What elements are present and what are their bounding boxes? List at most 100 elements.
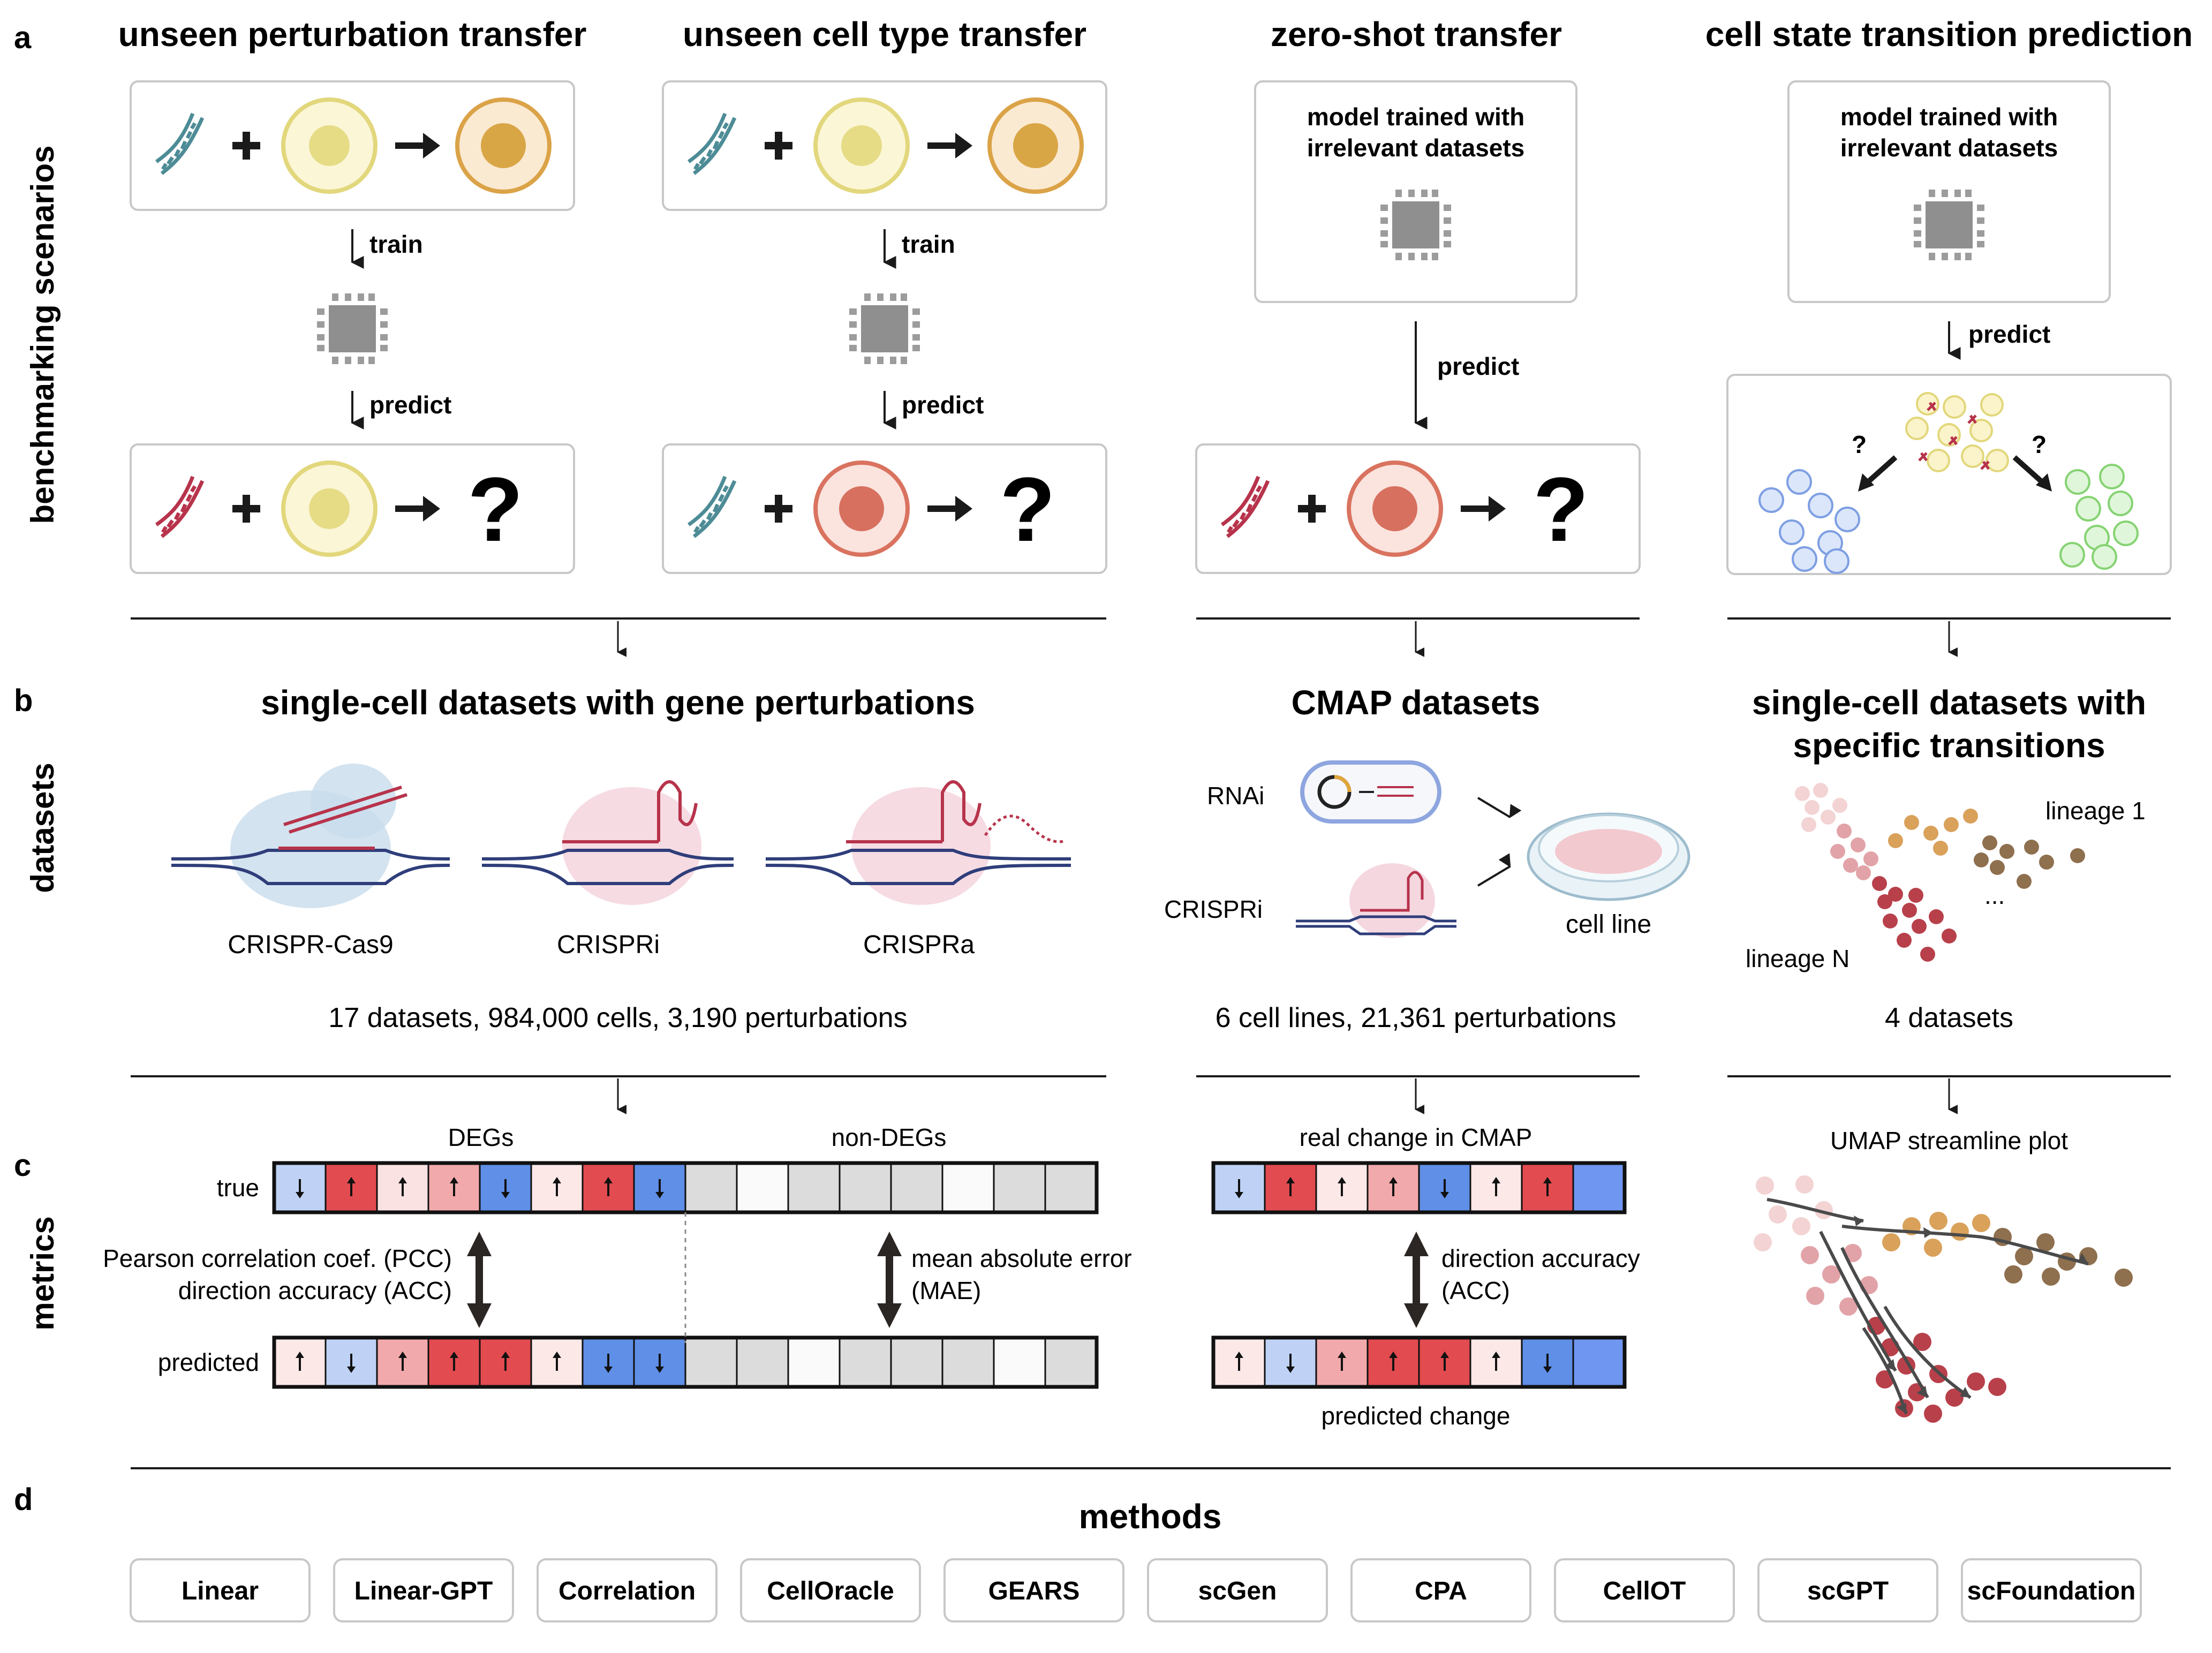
- source-cell-cluster: [1905, 392, 2009, 472]
- scenario-3-title: zero-shot transfer: [1271, 15, 1562, 54]
- up-arrow-icon: [398, 1177, 407, 1183]
- question-mark-left: ?: [1852, 431, 1867, 458]
- model-text-line1: model trained with: [1840, 103, 2058, 131]
- umap-title: UMAP streamline plot: [1830, 1127, 2068, 1154]
- method-box: scGPT: [1757, 1558, 1938, 1622]
- question-mark: ?: [1000, 459, 1055, 561]
- method-box: Linear-GPT: [333, 1558, 514, 1622]
- expression-cell: [941, 1337, 995, 1388]
- down-arrow-icon: [655, 1192, 664, 1198]
- down-arrow-icon: [1235, 1192, 1243, 1198]
- expression-cell: [839, 1162, 892, 1213]
- up-arrow-icon: [347, 1177, 356, 1183]
- method-box: Correlation: [537, 1558, 718, 1622]
- expression-cell: [582, 1337, 635, 1388]
- expression-cell: [273, 1162, 327, 1213]
- cmap-summary: 6 cell lines, 21,361 perturbations: [1216, 1002, 1617, 1033]
- panel-a-side-label: benchmarking scenarios: [25, 146, 61, 524]
- true-row-label: true: [217, 1174, 259, 1202]
- method-box: scGen: [1147, 1558, 1328, 1622]
- lineage-scatter: [1795, 783, 2085, 962]
- panel-b-side-label: datasets: [25, 763, 61, 893]
- crispra-illustration: [765, 780, 1071, 905]
- down-arrow-icon: [501, 1192, 510, 1198]
- cmap-predicted-change-row: [1211, 1335, 1627, 1389]
- method-label: Correlation: [558, 1577, 696, 1605]
- method-label: Linear: [182, 1577, 259, 1605]
- expression-cell: [1521, 1162, 1574, 1213]
- method-box: CPA: [1350, 1558, 1531, 1622]
- up-arrow-icon: [1338, 1352, 1346, 1358]
- crispri-illustration: [481, 780, 734, 905]
- method-label: scFoundation: [1967, 1577, 2136, 1605]
- method-box: GEARS: [943, 1558, 1124, 1622]
- train-label: train: [902, 230, 955, 258]
- expression-cell: [633, 1337, 686, 1388]
- predicted-row-label: predicted: [158, 1348, 259, 1376]
- rnai-plasmid-icon: [1300, 760, 1441, 824]
- down-arrow-icon: [1440, 1192, 1449, 1198]
- expression-cell: [684, 1162, 738, 1213]
- down-arrow-icon: [347, 1367, 356, 1373]
- expression-cell: [1212, 1337, 1266, 1388]
- model-chip-icon: [849, 293, 920, 364]
- expression-cell: [530, 1162, 584, 1213]
- perturbed-cell: [990, 100, 1082, 192]
- expression-cell: [1264, 1337, 1317, 1388]
- methods-title: methods: [1079, 1497, 1222, 1536]
- pcc-label: Pearson correlation coef. (PCC): [103, 1244, 452, 1272]
- expression-cell: [1572, 1337, 1626, 1388]
- mae-double-arrow: [877, 1232, 902, 1328]
- expression-cell: [1418, 1162, 1471, 1213]
- expression-cell: [1367, 1162, 1420, 1213]
- up-arrow-icon: [1543, 1177, 1552, 1183]
- scenario-1: train predict ?: [130, 80, 575, 574]
- expression-cell: [1572, 1162, 1626, 1213]
- panel-c-letter: c: [14, 1148, 31, 1183]
- expression-cell: [273, 1337, 327, 1388]
- down-arrow-icon: [655, 1367, 664, 1373]
- panel-d-letter: d: [14, 1482, 33, 1517]
- down-arrow-icon: [296, 1192, 304, 1198]
- expression-cell: [1418, 1337, 1471, 1388]
- lineage-1-label: lineage 1: [2045, 797, 2146, 825]
- expression-cell: [1044, 1337, 1098, 1388]
- expression-cell: [376, 1337, 429, 1388]
- expression-cell: [479, 1162, 532, 1213]
- predict-label: predict: [902, 391, 984, 419]
- up-arrow-icon: [1235, 1352, 1243, 1358]
- perturbed-cell: [457, 100, 549, 192]
- expression-cell: [427, 1162, 481, 1213]
- method-box: CellOT: [1554, 1558, 1735, 1622]
- scenario-3: model trained with irrelevant datasets p…: [1195, 80, 1641, 574]
- up-arrow-icon: [450, 1352, 458, 1358]
- up-arrow-icon: [296, 1352, 304, 1358]
- expression-cell: [1521, 1337, 1574, 1388]
- cmap-predicted-change-label: predicted change: [1322, 1402, 1511, 1430]
- question-mark: ?: [1533, 459, 1589, 561]
- crispr-cas9-illustration: [171, 764, 450, 908]
- expression-cell: [1315, 1162, 1369, 1213]
- expression-cell: [993, 1162, 1046, 1213]
- sc-datasets-summary: 17 datasets, 984,000 cells, 3,190 pertur…: [328, 1002, 907, 1033]
- up-arrow-icon: [1389, 1177, 1398, 1183]
- expression-cell: [633, 1162, 686, 1213]
- method-label: scGen: [1198, 1577, 1277, 1605]
- scenario-2-title: unseen cell type transfer: [683, 15, 1086, 54]
- cmap-acc-label-line1: direction accuracy: [1441, 1244, 1640, 1272]
- predicted-expression-row: [272, 1335, 1099, 1389]
- cmap-acc-label-line2: (ACC): [1441, 1277, 1510, 1304]
- expression-cell: [787, 1162, 841, 1213]
- model-box: [1254, 80, 1577, 303]
- expression-cell: [890, 1162, 943, 1213]
- model-box: [1787, 80, 2111, 303]
- expression-cell: [324, 1162, 378, 1213]
- cmap-crispri-illustration: [1296, 863, 1456, 938]
- panel-b-letter: b: [14, 683, 33, 718]
- up-arrow-icon: [450, 1177, 458, 1183]
- method-label: CPA: [1415, 1577, 1467, 1605]
- predict-label: predict: [369, 391, 451, 419]
- expression-cell: [1212, 1162, 1266, 1213]
- expression-cell: [1264, 1162, 1317, 1213]
- unseen-cell: [1349, 463, 1441, 555]
